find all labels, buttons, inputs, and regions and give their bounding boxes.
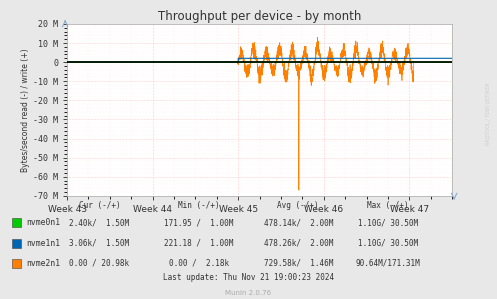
Title: Throughput per device - by month: Throughput per device - by month <box>158 10 361 23</box>
Text: Min (-/+): Min (-/+) <box>178 201 220 210</box>
Text: Max (-/+): Max (-/+) <box>367 201 409 210</box>
Text: 2.40k/  1.50M: 2.40k/ 1.50M <box>70 218 129 227</box>
Text: 1.10G/ 30.50M: 1.10G/ 30.50M <box>358 218 417 227</box>
Text: Avg (-/+): Avg (-/+) <box>277 201 319 210</box>
Text: Last update: Thu Nov 21 19:00:23 2024: Last update: Thu Nov 21 19:00:23 2024 <box>163 273 334 282</box>
Text: 729.58k/  1.46M: 729.58k/ 1.46M <box>263 259 333 268</box>
Text: nvme1n1: nvme1n1 <box>26 239 60 248</box>
Text: Munin 2.0.76: Munin 2.0.76 <box>226 289 271 295</box>
Text: 0.00 / 20.98k: 0.00 / 20.98k <box>70 259 129 268</box>
Text: nvme0n1: nvme0n1 <box>26 218 60 227</box>
Y-axis label: Bytes/second read (-) / write (+): Bytes/second read (-) / write (+) <box>21 48 30 172</box>
Text: 90.64M/171.31M: 90.64M/171.31M <box>355 259 420 268</box>
Text: 0.00 /  2.18k: 0.00 / 2.18k <box>169 259 229 268</box>
Text: RRDTOOL / TOBI OETIKER: RRDTOOL / TOBI OETIKER <box>486 82 491 145</box>
Text: 478.14k/  2.00M: 478.14k/ 2.00M <box>263 218 333 227</box>
Text: 1.10G/ 30.50M: 1.10G/ 30.50M <box>358 239 417 248</box>
Text: 478.26k/  2.00M: 478.26k/ 2.00M <box>263 239 333 248</box>
Text: nvme2n1: nvme2n1 <box>26 259 60 268</box>
Text: 171.95 /  1.00M: 171.95 / 1.00M <box>164 218 234 227</box>
Text: 3.06k/  1.50M: 3.06k/ 1.50M <box>70 239 129 248</box>
Text: Cur (-/+): Cur (-/+) <box>79 201 120 210</box>
Text: 221.18 /  1.00M: 221.18 / 1.00M <box>164 239 234 248</box>
